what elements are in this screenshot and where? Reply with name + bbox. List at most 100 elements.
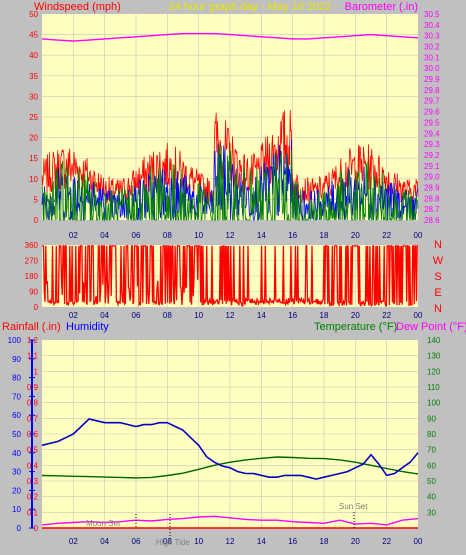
windspeed-y-tick-label: 30 [29,92,38,101]
rainfall-y-tick-label: 0.6 [27,430,39,439]
windspeed-y-tick-label: 25 [29,113,38,122]
axis-labels: 0510152025303540455028.628.728.828.929.0… [8,10,441,546]
temp-panel-x-tick-label: 14 [257,537,266,546]
temperature-y-tick-label: 60 [427,461,436,470]
rainfall-y-tick-label: 0.8 [27,399,39,408]
humidity-y-tick-label: 100 [8,336,22,345]
temp-panel-x-tick-label: 18 [320,537,329,546]
temp-panel-x-tick-label: 10 [194,537,203,546]
temp-panel-x-tick-label: 04 [100,537,109,546]
windspeed-y-tick-label: 20 [29,134,38,143]
wind-panel-x-tick-label: 00 [414,231,423,240]
chart-title: 24 hour graph day - May 10 2022 [169,1,332,13]
rainfall-y-tick-label: 0.2 [27,493,39,502]
direction-panel-x-tick-label: 04 [100,311,109,320]
barometer-y-tick-label: 29.5 [424,118,440,127]
temp-panel-x-tick-label: 02 [69,537,78,546]
barometer-y-tick-label: 30.5 [424,10,440,19]
barometer-y-tick-label: 30.3 [424,32,440,41]
barometer-y-tick-label: 30.1 [424,53,440,62]
direction-letter-e: E [434,287,441,299]
direction-panel-x-tick-label: 10 [194,311,203,320]
humidity-y-tick-label: 20 [12,486,21,495]
humidity-y-tick-label: 30 [12,468,21,477]
rainfall-y-tick-label: 0.1 [27,508,39,517]
barometer-y-tick-label: 29.2 [424,151,440,160]
rainfall-y-tick-label: 1.2 [27,336,39,345]
direction-panel-x-tick-label: 06 [132,311,141,320]
high-tide-label: High Tide [156,538,190,547]
wind-panel-x-tick-label: 08 [163,231,172,240]
temperature-y-tick-label: 70 [427,446,436,455]
rainfall-y-tick-label: 0.4 [27,461,39,470]
data-series [41,32,419,529]
direction-panel-x-tick-label: 22 [382,311,391,320]
windspeed-y-tick-label: 45 [29,31,38,40]
barometer-y-tick-label: 29.1 [424,162,440,171]
rainfall-y-tick-label: 0.7 [27,414,39,423]
barometer-y-tick-label: 29.4 [424,129,440,138]
humidity-axis-title: Humidity [66,321,109,333]
direction-panel-x-tick-label: 02 [69,311,78,320]
direction-panel-x-tick-label: 18 [320,311,329,320]
temperature-y-tick-label: 130 [427,352,441,361]
windspeed-y-tick-label: 35 [29,72,38,81]
rainfall-y-tick-label: 1.1 [27,352,39,361]
temperature-line [41,456,419,479]
humidity-y-tick-label: 70 [12,392,21,401]
direction-y-tick-label: 0 [34,303,39,312]
windspeed-y-tick-label: 5 [34,195,39,204]
humidity-y-tick-label: 60 [12,411,21,420]
wind-panel-x-tick-label: 16 [288,231,297,240]
direction-panel-x-tick-label: 08 [163,311,172,320]
temperature-axis-title: Temperature (°F) [314,321,397,333]
windspeed-axis-title: Windspeed (mph) [34,1,121,13]
direction-y-tick-label: 360 [25,241,39,250]
rainfall-y-tick-label: 0 [34,524,39,533]
rainfall-y-tick-label: 0.3 [27,477,39,486]
humidity-y-tick-label: 40 [12,449,21,458]
barometer-y-tick-label: 28.6 [424,216,440,225]
temperature-y-tick-label: 140 [427,336,441,345]
direction-y-tick-label: 180 [25,272,39,281]
barometer-y-tick-label: 28.8 [424,194,440,203]
direction-y-tick-label: 270 [25,257,39,266]
windspeed-y-tick-label: 50 [29,10,38,19]
temperature-y-tick-label: 100 [427,399,441,408]
humidity-y-tick-label: 50 [12,430,21,439]
wind-panel-x-tick-label: 02 [69,231,78,240]
rainfall-y-tick-label: 0.5 [27,446,39,455]
wind-panel-x-tick-label: 04 [100,231,109,240]
barometer-y-tick-label: 30.2 [424,43,440,52]
rainfall-y-tick-label: 0.9 [27,383,39,392]
barometer-y-tick-label: 28.9 [424,183,440,192]
humidity-y-tick-label: 90 [12,355,21,364]
temperature-y-tick-label: 90 [427,414,436,423]
windspeed-y-tick-label: 0 [34,216,39,225]
wind-direction-line [42,245,418,308]
barometer-y-tick-label: 29.3 [424,140,440,149]
humidity-line [41,418,419,480]
humidity-y-tick-label: 10 [12,505,21,514]
temp-panel-x-tick-label: 22 [382,537,391,546]
sun-set-label: Sun Set [339,502,368,511]
direction-letter-s: S [434,271,441,283]
temp-panel-x-tick-label: 20 [351,537,360,546]
wind-panel-x-tick-label: 12 [226,231,235,240]
barometer-y-tick-label: 28.7 [424,205,440,214]
rainfall-axis-title: Rainfall (.in) [2,321,61,333]
temp-panel-x-tick-label: 00 [414,537,423,546]
temperature-y-tick-label: 80 [427,430,436,439]
windspeed-y-tick-label: 15 [29,154,38,163]
dewpoint-axis-title: Dew Point (°F) [396,321,466,333]
barometer-y-tick-label: 29.7 [424,97,440,106]
barometer-y-tick-label: 29.9 [424,75,440,84]
direction-panel-x-tick-label: 16 [288,311,297,320]
barometer-y-tick-label: 30.4 [424,21,440,30]
direction-panel-x-tick-label: 12 [226,311,235,320]
barometer-y-tick-label: 29.8 [424,86,440,95]
direction-panel-x-tick-label: 20 [351,311,360,320]
dewpoint-line [41,515,419,526]
